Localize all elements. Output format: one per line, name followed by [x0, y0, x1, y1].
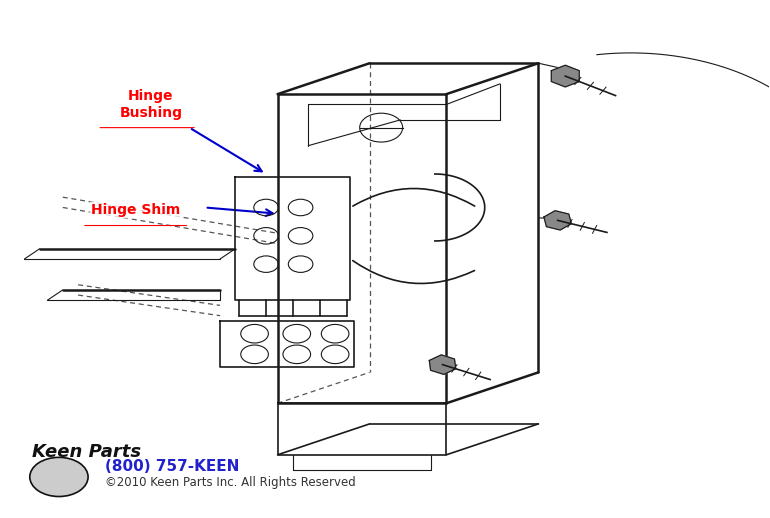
Text: Keen Parts: Keen Parts — [32, 443, 141, 462]
Polygon shape — [544, 211, 571, 230]
Circle shape — [30, 457, 88, 497]
Text: Hinge
Bushing: Hinge Bushing — [119, 89, 182, 120]
Polygon shape — [551, 65, 579, 87]
Text: (800) 757-KEEN: (800) 757-KEEN — [105, 459, 239, 474]
Text: ©2010 Keen Parts Inc. All Rights Reserved: ©2010 Keen Parts Inc. All Rights Reserve… — [105, 476, 356, 488]
Polygon shape — [430, 355, 456, 375]
Text: Hinge Shim: Hinge Shim — [91, 203, 180, 217]
